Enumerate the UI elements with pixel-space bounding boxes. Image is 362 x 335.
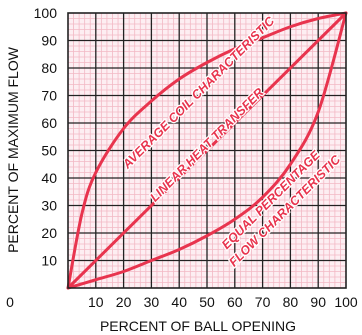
x-tick-label: 60 bbox=[227, 294, 243, 310]
y-axis-title: PERCENT OF MAXIMUM FLOW bbox=[5, 46, 21, 253]
x-tick-label: 80 bbox=[283, 294, 299, 310]
y-tick-label: 80 bbox=[41, 60, 57, 76]
y-tick-label: 70 bbox=[41, 88, 57, 104]
x-tick-label: 70 bbox=[255, 294, 271, 310]
y-tick-label: 50 bbox=[41, 143, 57, 159]
x-tick-label: 10 bbox=[88, 294, 104, 310]
x-axis-ticks: 0 10 20 30 40 50 60 70 80 90 100 bbox=[6, 294, 358, 310]
y-tick-label: 40 bbox=[41, 170, 57, 186]
x-axis-title: PERCENT OF BALL OPENING bbox=[100, 318, 296, 334]
y-axis-ticks: 10 20 30 40 50 60 70 80 90 100 bbox=[34, 5, 58, 269]
x-tick-label: 0 bbox=[6, 294, 14, 310]
x-tick-label: 90 bbox=[310, 294, 326, 310]
x-tick-label: 20 bbox=[116, 294, 132, 310]
y-tick-label: 20 bbox=[41, 225, 57, 241]
x-tick-label: 30 bbox=[144, 294, 160, 310]
y-tick-label: 60 bbox=[41, 115, 57, 131]
y-tick-label: 90 bbox=[41, 33, 57, 49]
x-tick-label: 50 bbox=[199, 294, 215, 310]
y-tick-label: 100 bbox=[34, 5, 58, 21]
y-tick-label: 30 bbox=[41, 198, 57, 214]
x-tick-label: 100 bbox=[334, 294, 358, 310]
x-tick-label: 40 bbox=[171, 294, 187, 310]
y-tick-label: 10 bbox=[41, 253, 57, 269]
